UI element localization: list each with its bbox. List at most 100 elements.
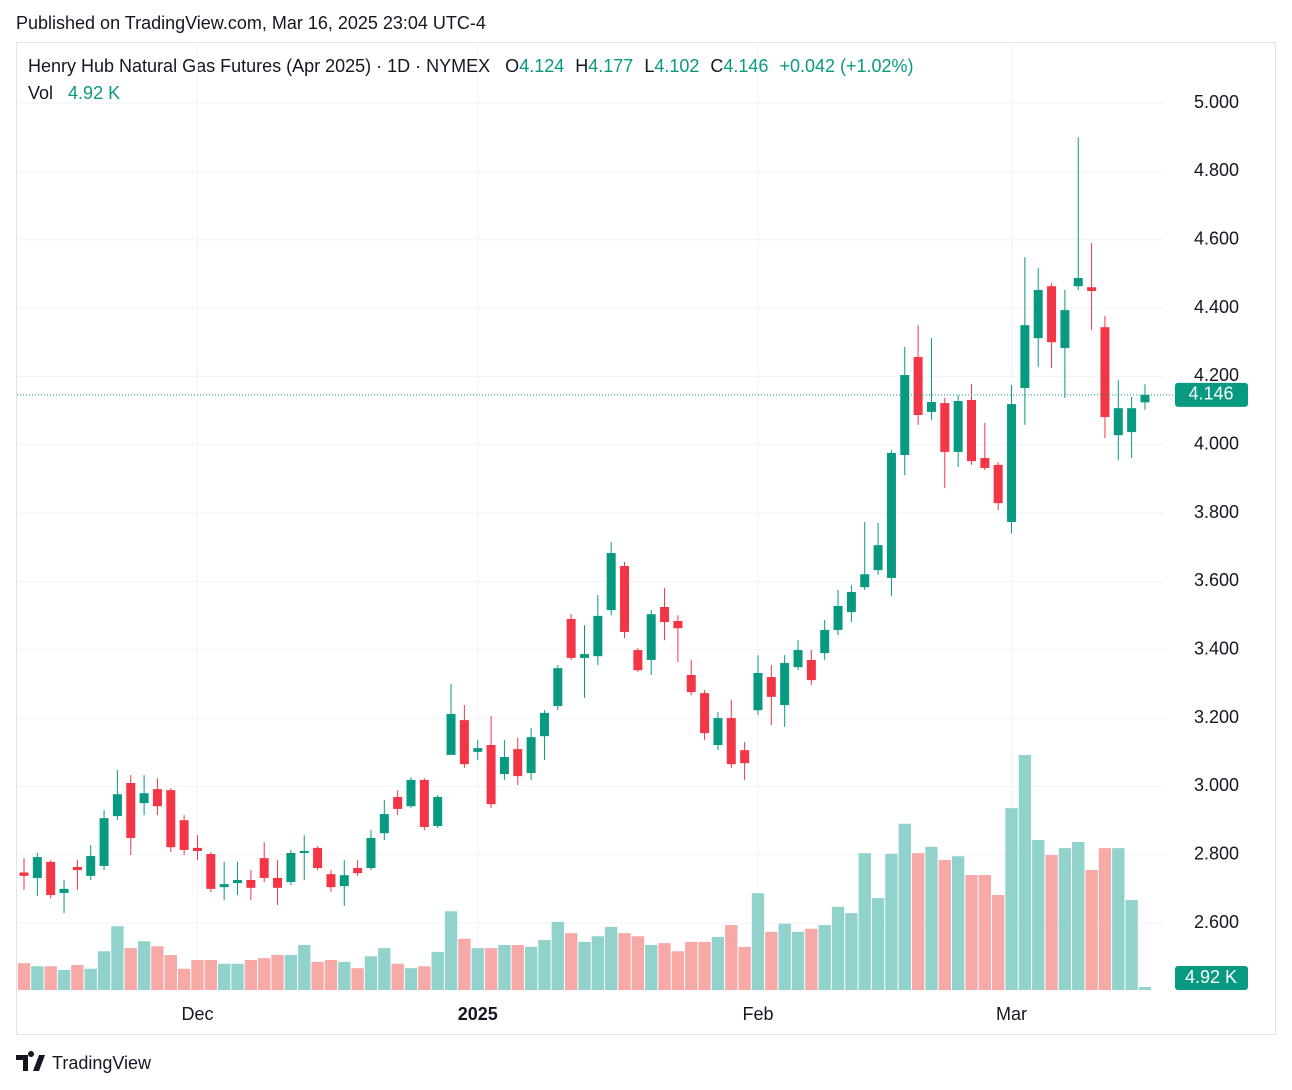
candle-body bbox=[219, 884, 229, 888]
candle-body bbox=[1087, 287, 1097, 291]
candle-body bbox=[419, 779, 429, 828]
ohlc-label: H bbox=[575, 56, 588, 76]
volume-bar bbox=[538, 940, 551, 990]
volume-bar bbox=[845, 913, 858, 990]
volume-bar bbox=[658, 943, 671, 990]
candle-body bbox=[940, 403, 950, 452]
volume-bar bbox=[685, 941, 698, 990]
y-tick-label: 3.200 bbox=[1194, 707, 1239, 727]
volume-bar bbox=[591, 936, 605, 990]
volume-bar bbox=[1072, 841, 1085, 990]
candle-body bbox=[593, 615, 603, 657]
candle-body bbox=[366, 837, 376, 869]
volume-bar bbox=[204, 960, 218, 990]
volume-tag-label: 4.92 K bbox=[1185, 967, 1237, 987]
candle-body bbox=[1073, 278, 1083, 287]
candle-body bbox=[900, 375, 910, 455]
candle-body bbox=[1020, 325, 1030, 389]
volume-bar bbox=[44, 966, 57, 990]
candle-body bbox=[646, 614, 656, 660]
y-tick-label: 5.000 bbox=[1194, 92, 1239, 112]
ohlc-value: 4.177 bbox=[588, 56, 633, 76]
volume-bar bbox=[137, 941, 151, 990]
candle-body bbox=[1127, 408, 1137, 433]
volume-bar bbox=[124, 948, 137, 990]
candle-body bbox=[59, 888, 69, 893]
candle-body bbox=[740, 750, 750, 764]
volume-bar bbox=[818, 925, 831, 990]
volume-bar bbox=[391, 963, 404, 990]
candle-body bbox=[793, 650, 803, 668]
candle-body bbox=[446, 713, 456, 755]
brand-logo bbox=[16, 1051, 45, 1071]
volume-bar bbox=[97, 951, 111, 990]
volume-bar bbox=[271, 955, 284, 990]
candle-body bbox=[353, 868, 363, 874]
candle-body bbox=[913, 356, 923, 416]
candle-body bbox=[246, 879, 256, 888]
volume-bar bbox=[911, 853, 925, 990]
y-tick-label: 3.600 bbox=[1194, 570, 1239, 590]
x-tick-label: Mar bbox=[996, 1004, 1027, 1024]
x-tick-label: Feb bbox=[742, 1004, 773, 1024]
change-label: +0.042 (+1.02%) bbox=[779, 56, 913, 76]
candle-body bbox=[1140, 394, 1150, 403]
candle-body bbox=[139, 793, 149, 804]
volume-bar bbox=[925, 846, 938, 990]
candle-body bbox=[326, 874, 336, 888]
candle-body bbox=[553, 668, 563, 707]
legend-line: Henry Hub Natural Gas Futures (Apr 2025)… bbox=[28, 56, 914, 76]
volume-name: Vol bbox=[28, 83, 53, 103]
volume-bar bbox=[298, 945, 311, 990]
volume-value: 4.92 K bbox=[68, 83, 120, 103]
y-tick-label: 3.000 bbox=[1194, 775, 1239, 795]
candle-body bbox=[486, 745, 496, 805]
candle-body bbox=[206, 854, 216, 889]
volume-bar bbox=[791, 931, 805, 990]
volume-bar bbox=[965, 875, 978, 990]
volume-bar bbox=[1085, 870, 1098, 990]
volume-bar bbox=[244, 960, 258, 990]
candle-body bbox=[299, 850, 309, 853]
volume-bar bbox=[951, 856, 965, 990]
volume-bar bbox=[725, 925, 738, 990]
candle-body bbox=[806, 659, 816, 681]
volume-legend: Vol 4.92 K bbox=[28, 83, 120, 103]
volume-bar bbox=[404, 968, 418, 990]
volume-bar bbox=[418, 966, 431, 990]
volume-bar bbox=[1098, 848, 1112, 990]
volume-bar bbox=[511, 945, 524, 990]
volume-bar bbox=[364, 956, 378, 990]
candle-body bbox=[1060, 310, 1070, 349]
volume-bar bbox=[938, 860, 951, 990]
candle-body bbox=[1113, 408, 1123, 436]
candle-body bbox=[406, 779, 416, 807]
candle-body bbox=[152, 789, 162, 807]
candle-body bbox=[339, 875, 349, 887]
brand: TradingView bbox=[16, 1051, 152, 1073]
volume-bar bbox=[378, 948, 391, 990]
volume-bar bbox=[1032, 840, 1045, 990]
volume-bar bbox=[645, 945, 658, 990]
candle-body bbox=[46, 861, 56, 896]
volume-bar bbox=[191, 960, 204, 990]
candle-body bbox=[473, 748, 483, 752]
ohlc-value: 4.102 bbox=[654, 56, 699, 76]
volume-bar bbox=[177, 968, 191, 990]
candle-body bbox=[820, 629, 830, 654]
candle-body bbox=[273, 877, 283, 888]
volume-bar bbox=[111, 926, 124, 990]
candle-body bbox=[192, 847, 202, 851]
y-tick-label: 4.200 bbox=[1194, 365, 1239, 385]
volume-bar bbox=[164, 955, 177, 990]
candle-body bbox=[953, 400, 963, 452]
volume-bar bbox=[551, 921, 564, 990]
candle-body bbox=[926, 402, 936, 412]
candle-body bbox=[673, 621, 683, 629]
volume-bar bbox=[738, 946, 751, 990]
chart-title: Henry Hub Natural Gas Futures (Apr 2025)… bbox=[28, 56, 490, 76]
volume-bar bbox=[618, 933, 631, 990]
volume-bar bbox=[885, 853, 898, 990]
candle-body bbox=[780, 663, 790, 706]
volume-bar bbox=[898, 823, 911, 990]
